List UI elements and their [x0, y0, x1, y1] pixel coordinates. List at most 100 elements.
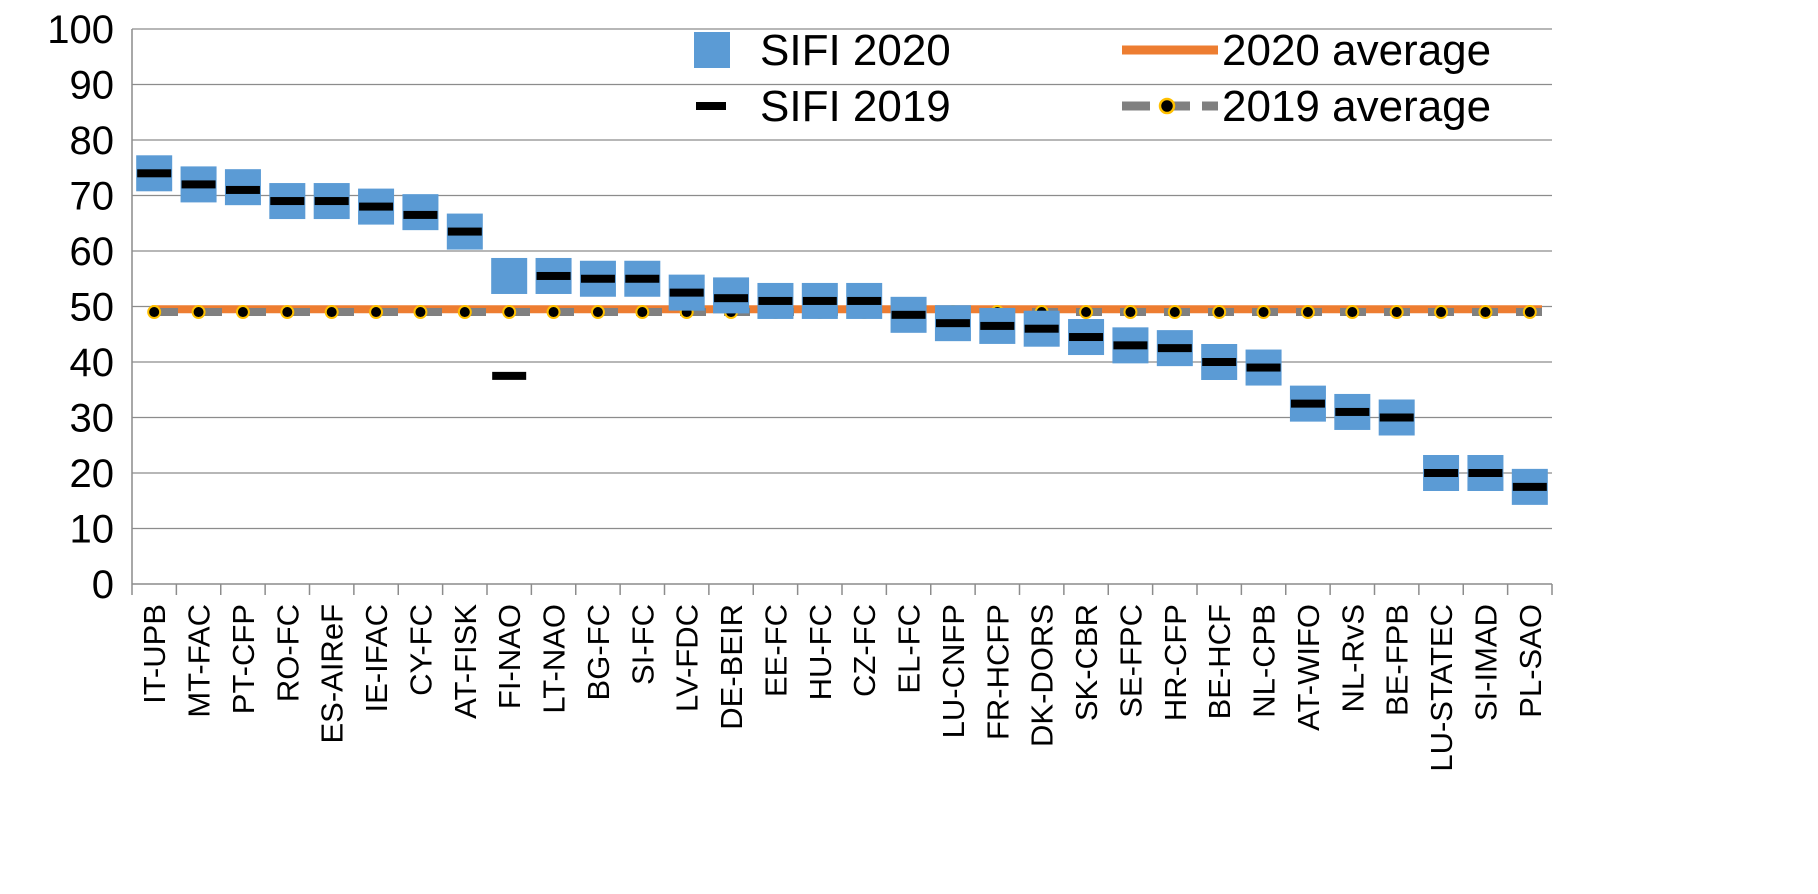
average-2019-dot: [590, 305, 605, 320]
sifi-2019-point: [181, 180, 216, 189]
y-tick-label: 70: [70, 175, 115, 219]
average-2019-dot: [1256, 305, 1271, 320]
x-tick-label: NL-RvS: [1335, 604, 1370, 713]
x-tick-label: HU-FC: [803, 604, 838, 700]
average-2019-dot: [413, 305, 428, 320]
x-tick-label: BE-FPB: [1380, 604, 1415, 716]
x-tick-label: HR-CFP: [1158, 604, 1193, 721]
sifi-2019-point: [536, 271, 571, 280]
sifi-2019-point: [625, 274, 660, 283]
average-2019-dot: [546, 305, 561, 320]
sifi-2019-point: [935, 319, 970, 328]
average-2019-dot: [324, 305, 339, 320]
y-tick-label: 60: [70, 230, 115, 274]
x-tick-label: PL-SAO: [1513, 604, 1548, 718]
x-tick-label: EL-FC: [892, 604, 927, 694]
y-tick-label: 90: [70, 64, 115, 108]
sifi-2019-point: [1424, 469, 1459, 477]
average-2019-dot: [280, 305, 295, 320]
sifi-2019-point: [1113, 341, 1148, 350]
legend-sifi-2020-marker: [694, 32, 730, 68]
sifi-2019-point: [714, 294, 749, 303]
legend-2019-average-label: 2019 average: [1222, 82, 1491, 131]
sifi-2019-point: [847, 296, 882, 305]
x-tick-label: LT-NAO: [537, 604, 572, 714]
x-tick-label: AT-WIFO: [1291, 604, 1326, 731]
x-tick-label: SE-FPC: [1113, 604, 1148, 718]
average-2019-dot: [191, 305, 206, 320]
average-2019-dot: [1345, 305, 1360, 320]
x-tick-label: SI-FC: [625, 604, 660, 685]
sifi-2019-point: [314, 197, 349, 206]
average-2019-dot: [1434, 305, 1449, 320]
average-2019-dot: [1212, 305, 1227, 320]
average-lines: [147, 305, 1542, 320]
x-tick-label: MT-FAC: [182, 604, 217, 718]
sifi-2019-point: [1335, 407, 1370, 416]
y-tick-label: 50: [70, 286, 115, 330]
average-2019-dot: [235, 305, 250, 320]
x-tick-label: SI-IMAD: [1468, 604, 1503, 721]
legend-sifi-2020-label: SIFI 2020: [760, 26, 951, 75]
axis-labels: 0 10 20 30 40 50 60 70 80 90 100 IT-UPB MT-FAC PT-CFP…: [47, 8, 1548, 772]
x-tick-label: CY-FC: [403, 604, 438, 696]
sifi-2019-point: [1069, 333, 1104, 342]
x-tick-label: IT-UPB: [137, 604, 172, 704]
sifi-2019-point: [891, 310, 926, 319]
legend-2019-average-dot: [1158, 97, 1176, 115]
y-tick-label: 30: [70, 397, 115, 441]
x-tick-label: DK-DORS: [1025, 604, 1060, 747]
sifi-2019-point: [1246, 363, 1281, 372]
sifi-2019-point: [1202, 358, 1237, 366]
average-2019-dot: [369, 305, 384, 320]
average-2019-dot: [1079, 305, 1094, 320]
y-tick-label: 40: [70, 341, 115, 385]
x-tick-label: LU-CNFP: [936, 604, 971, 738]
x-tick-label: IE-IFAC: [359, 604, 394, 713]
sifi-2019-point: [359, 202, 394, 211]
x-tick-label: EE-FC: [758, 604, 793, 697]
legend-sifi-2019-label: SIFI 2019: [760, 82, 951, 131]
sifi-2019-point: [980, 321, 1015, 330]
data-marks: [136, 155, 1548, 505]
average-2019-dot: [1522, 305, 1537, 320]
sifi-2019-point: [403, 210, 438, 219]
sifi-2019-point: [1468, 469, 1503, 477]
y-tick-label: 10: [70, 508, 115, 552]
x-tick-label: LU-STATEC: [1424, 604, 1459, 772]
legend-sifi-2019-marker: [696, 102, 726, 110]
x-tick-label: FI-NAO: [492, 604, 527, 709]
average-2019-dot: [1167, 305, 1182, 320]
average-2019-dot: [635, 305, 650, 320]
average-2019-dot: [147, 305, 162, 320]
sifi-2019-point: [580, 274, 615, 283]
sifi-2019-point: [1024, 324, 1059, 333]
x-tick-label: PT-CFP: [226, 604, 261, 714]
average-2019-dot: [1478, 305, 1493, 320]
sifi-2019-point: [270, 197, 305, 206]
sifi-2019-point: [137, 169, 172, 178]
x-tick-label: DE-BEIR: [714, 604, 749, 730]
average-2019-dot: [1300, 305, 1315, 320]
x-tick-label: LV-FDC: [670, 604, 705, 712]
sifi-2019-point: [1157, 344, 1192, 353]
sifi-2019-point: [758, 296, 793, 305]
y-tick-label: 100: [47, 8, 114, 52]
sifi-2019-point: [802, 296, 837, 305]
sifi-2019-point: [1379, 413, 1414, 422]
sifi-2019-point: [1290, 399, 1325, 408]
average-2019-dot: [502, 305, 517, 320]
x-tick-label: NL-CPB: [1247, 604, 1282, 718]
sifi-2019-point: [492, 371, 527, 380]
sifi-2020-point: [491, 257, 528, 294]
x-tick-label: AT-FISK: [448, 604, 483, 719]
x-tick-label: BE-HCF: [1202, 604, 1237, 719]
y-tick-label: 0: [92, 563, 114, 607]
sifi-2019-point: [1512, 482, 1547, 491]
x-tick-label: BG-FC: [581, 604, 616, 700]
y-tick-label: 80: [70, 119, 115, 163]
sifi-2019-point: [669, 288, 704, 297]
legend: SIFI 2020 SIFI 2019 2020 average 2019 avera…: [694, 26, 1491, 131]
